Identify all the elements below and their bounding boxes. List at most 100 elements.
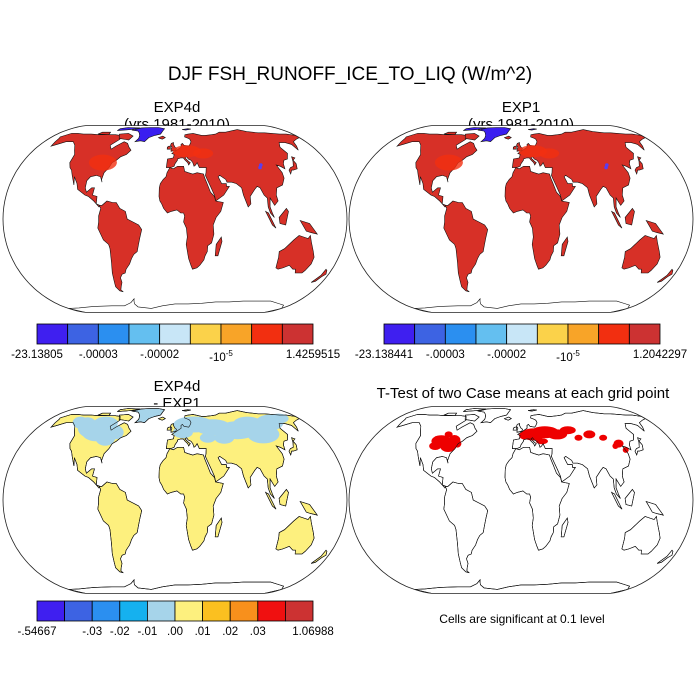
significant-cells <box>429 442 442 451</box>
coastline-antarctica <box>414 578 631 594</box>
coastline-madagascar <box>560 517 569 538</box>
land-antarctica <box>414 297 631 313</box>
colorbar-tick-label: .03 <box>249 626 266 638</box>
coastline-uk <box>516 423 523 433</box>
land-indonesia <box>264 210 277 229</box>
coastline-south-america <box>443 481 489 574</box>
colorbar-box <box>146 600 176 622</box>
coastline-borneo <box>278 488 289 507</box>
land-indonesia <box>610 210 623 229</box>
coastline-north-america <box>50 414 132 489</box>
land-australia <box>275 234 315 274</box>
map-border <box>2 406 348 594</box>
colorbar-box <box>444 323 477 345</box>
colorbar-box <box>91 600 121 622</box>
significant-cells <box>444 431 453 438</box>
land-svalbard <box>528 128 537 131</box>
coastline-baffin <box>118 414 134 422</box>
colorbar-tick-label: .00 <box>167 626 183 638</box>
land-new-guinea <box>299 219 319 235</box>
colorbar-box <box>202 600 231 622</box>
land-north-america <box>396 133 478 208</box>
coastline-africa <box>158 447 224 551</box>
coastline-africa <box>504 447 570 551</box>
coastline-new-zealand <box>311 549 328 564</box>
coastline-uk <box>170 423 177 433</box>
land-ireland <box>512 145 517 150</box>
colorbar-box <box>64 600 93 622</box>
panel-title-line1: EXP4d <box>153 378 201 395</box>
colorbar-box <box>36 323 69 345</box>
significant-cells <box>453 439 462 448</box>
coastline-borneo <box>624 488 635 507</box>
panel-title-line1: EXP1 <box>501 99 541 116</box>
colorbar-tick-label: .02 <box>222 626 239 638</box>
significant-cells <box>612 443 619 450</box>
field-dot <box>258 165 262 170</box>
colorbar-tick-label: -23.138441 <box>354 349 414 361</box>
land-baffin <box>464 133 480 141</box>
colorbar-box <box>251 323 283 345</box>
colorbar-tick-label: -10-5 <box>556 349 580 364</box>
colorbar-tick-label: -.54667 <box>17 626 57 638</box>
land-svalbard <box>182 128 191 131</box>
colorbar-box <box>36 600 66 622</box>
coastline-australia <box>275 515 315 555</box>
map-border <box>2 125 348 313</box>
significant-cells <box>535 438 548 445</box>
colorbar-box <box>174 600 204 622</box>
map-border <box>348 406 694 594</box>
colorbar-tick-label: 1.2042297 <box>632 349 688 361</box>
colorbar-box <box>567 323 600 345</box>
coastline-south-america <box>97 481 143 574</box>
colorbar-box <box>475 323 508 345</box>
colorbar-box <box>229 600 259 622</box>
significant-cells <box>519 431 532 440</box>
land-new-zealand <box>657 268 674 283</box>
field-highlight <box>539 148 560 159</box>
land-north-america <box>50 133 132 208</box>
land-victoria-is <box>97 131 112 136</box>
land-borneo <box>624 207 635 226</box>
coastline-svalbard <box>528 409 537 412</box>
land-victoria-is <box>443 131 458 136</box>
colorbar-box <box>97 323 130 345</box>
colorbar-box <box>159 323 191 345</box>
colorbar-tick-label: .01 <box>194 626 211 638</box>
colorbar-box <box>67 323 99 345</box>
colorbar-box <box>383 323 416 345</box>
coastline-greenland <box>131 408 166 424</box>
land-madagascar <box>214 236 223 257</box>
panel-title-ttest: T-Test of two Case means at each grid po… <box>348 385 698 402</box>
land-australia <box>621 234 661 274</box>
figure-title: DJF FSH_RUNOFF_ICE_TO_LIQ (W/m^2) <box>167 64 533 85</box>
coastline-madagascar <box>214 517 223 538</box>
diff-region <box>199 432 216 443</box>
coastline-north-america <box>396 414 478 489</box>
colorbar-0 <box>36 323 314 345</box>
land-antarctica <box>68 297 285 313</box>
land-iceland <box>503 135 512 140</box>
coastline-greenland <box>477 408 512 424</box>
land-ellesmere <box>463 127 487 131</box>
field-highlight <box>193 148 214 159</box>
diff-region <box>233 416 262 429</box>
diff-region <box>214 431 235 444</box>
coastline-svalbard <box>182 409 191 412</box>
coastline-new-guinea <box>299 500 319 516</box>
coastline-ireland <box>512 426 517 431</box>
coastline-japan <box>288 437 298 456</box>
coastline-new-zealand <box>657 549 674 564</box>
land-borneo <box>278 207 289 226</box>
coastline-ellesmere <box>463 408 487 412</box>
land-greenland <box>131 127 166 143</box>
colorbar-box <box>257 600 286 622</box>
coastline-new-guinea <box>645 500 665 516</box>
colorbar-box <box>628 323 661 345</box>
colorbar-tick-label: -.00003 <box>78 349 118 361</box>
coastline-eurasia <box>511 410 646 499</box>
map-diff <box>2 406 348 594</box>
map-ttest <box>348 406 694 594</box>
